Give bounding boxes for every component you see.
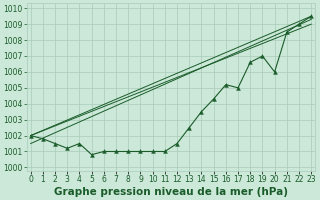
X-axis label: Graphe pression niveau de la mer (hPa): Graphe pression niveau de la mer (hPa): [54, 187, 288, 197]
